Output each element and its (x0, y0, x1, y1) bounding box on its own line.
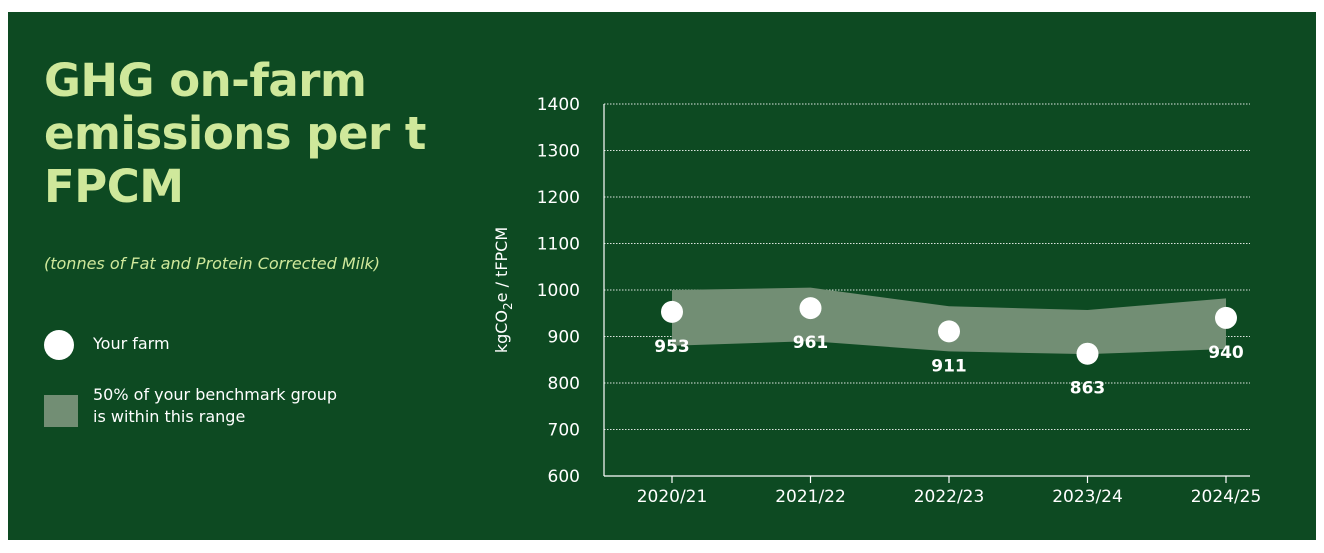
data-label-2024/25: 940 (1208, 343, 1244, 363)
farm-point-2022/23 (938, 320, 960, 343)
legend-farm-marker (44, 330, 74, 360)
legend-range-label: 50% of your benchmark group is within th… (93, 385, 338, 426)
legend-item-range: 50% of your benchmark group is within th… (44, 384, 353, 428)
y-tick-label: 600 (548, 467, 580, 487)
data-label-2020/21: 953 (654, 337, 690, 357)
x-tick-label: 2023/24 (1052, 487, 1123, 507)
farm-point-2023/24 (1076, 342, 1099, 365)
y-tick-label: 900 (548, 328, 580, 348)
farm-point-2024/25 (1215, 306, 1237, 329)
y-tick-label: 1400 (537, 95, 580, 115)
y-tick-label: 1200 (537, 188, 580, 208)
data-label-2023/24: 863 (1070, 379, 1106, 399)
data-label-2021/22: 961 (793, 333, 829, 353)
x-tick-label: 2022/23 (914, 487, 985, 507)
legend-farm-label: Your farm (93, 334, 170, 353)
x-tick-label: 2020/21 (637, 487, 708, 507)
legend-item-farm: Your farm (44, 330, 353, 360)
y-axis-label: kgCO2e / tFPCM (492, 227, 515, 353)
farm-point-2020/21 (661, 300, 683, 323)
chart-title: GHG on-farm emissions per t FPCM (44, 54, 426, 213)
legend-range-swatch (44, 395, 78, 427)
y-tick-label: 1300 (537, 142, 580, 162)
farm-point-2021/22 (799, 297, 822, 320)
chart-subtitle: (tonnes of Fat and Protein Corrected Mil… (44, 254, 381, 273)
y-tick-label: 800 (548, 374, 580, 394)
y-tick-label: 1000 (537, 281, 580, 301)
y-tick-label: 700 (548, 421, 580, 441)
x-tick-label: 2024/25 (1191, 487, 1262, 507)
x-tick-label: 2021/22 (775, 487, 846, 507)
data-label-2022/23: 911 (931, 356, 967, 376)
chart-panel (8, 12, 1316, 540)
y-tick-label: 1100 (537, 235, 580, 255)
